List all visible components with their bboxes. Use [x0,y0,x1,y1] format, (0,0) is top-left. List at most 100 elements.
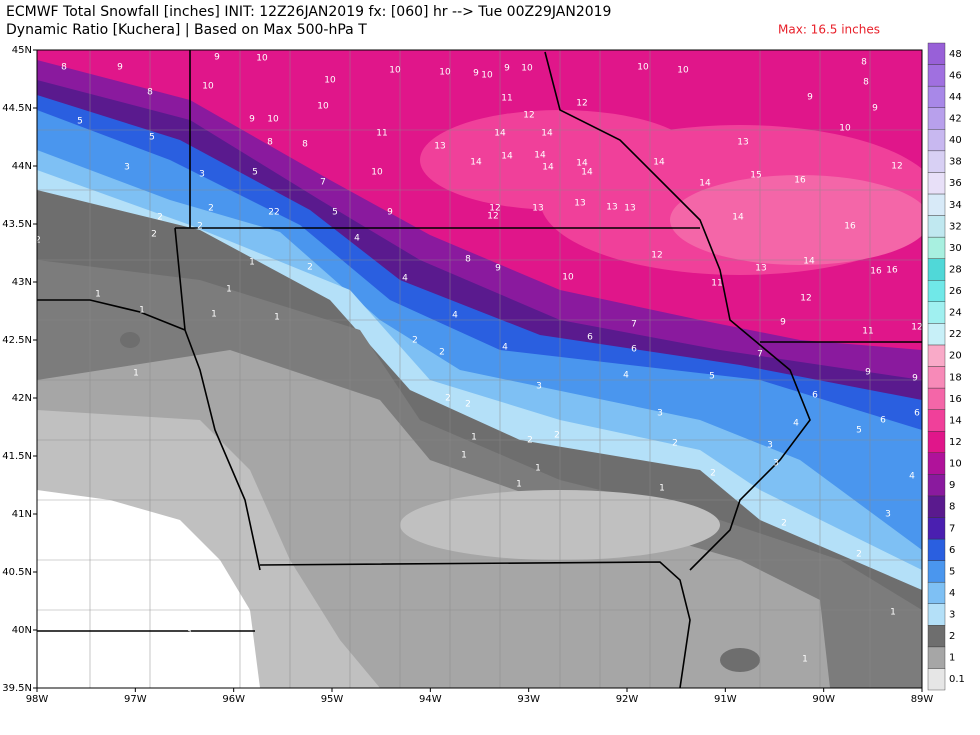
contour-label: 2 [157,213,163,223]
contour-label: 10 [839,124,851,134]
y-tick-label: 42.5N [2,335,32,346]
contour-label: 8 [465,255,471,265]
contour-label: 14 [470,158,482,168]
x-tick-label: 92W [616,694,639,705]
contour-label: 1 [461,451,467,461]
y-tick-label: 41.5N [2,451,32,462]
band [37,490,260,688]
contour-label: 10 [324,76,336,86]
contour-label: 1 [226,285,232,295]
contour-label: 3 [199,170,205,180]
colorbar-label: 30 [949,243,962,254]
contour-label: 3 [885,510,891,520]
contour-label: 1 [890,608,896,618]
contour-label: 6 [914,409,920,419]
colorbar-swatch [927,301,946,324]
x-tick-label: 95W [321,694,344,705]
max-label: Max: 16.5 inches [778,23,880,37]
contour-label: 2 [554,431,560,441]
contour-label: 14 [803,257,815,267]
contour-label: 6 [631,345,637,355]
colorbar-label: 7 [949,523,955,534]
colorbar-swatch [927,366,946,389]
colorbar-swatch [927,495,946,518]
colorbar-label: 0.1 [949,674,965,685]
colorbar-swatch [927,172,946,195]
contour-label: 2 [197,222,203,232]
contour-label: 9 [912,374,918,384]
x-tick-label: 91W [714,694,737,705]
colorbar-label: 38 [949,157,962,168]
colorbar-label: 2 [949,631,955,642]
contour-label: 7 [631,320,637,330]
colorbar-label: 42 [949,113,962,124]
contour-label: 10 [202,82,214,92]
contour-label: 10 [389,66,401,76]
contour-label: 10 [481,71,493,81]
y-tick-label: 40.5N [2,567,32,578]
contour-label: 6 [880,416,886,426]
state-borders [37,50,922,688]
band [120,332,140,348]
colorbar-label: 3 [949,610,955,621]
contour-label: 6 [812,391,818,401]
contour-label: 5 [709,372,715,382]
contour-label: 1 [211,310,217,320]
contour-label: 11 [501,94,512,104]
contour-label: 12 [911,323,922,333]
contour-label: 1 [659,484,665,494]
colorbar-swatch [927,538,946,561]
contour-label: 4 [502,343,508,353]
contour-label: 13 [737,138,748,148]
contour-label: 13 [532,204,543,214]
contour-label: 2 [307,263,313,273]
colorbar-swatch [927,236,946,259]
colorbar-label: 5 [949,566,955,577]
contour-label: 10 [267,115,279,125]
contour-label: 12 [523,111,534,121]
colorbar-swatch [927,344,946,367]
x-tick-label: 96W [222,694,245,705]
colorbar-swatch [927,215,946,238]
contour-label: 1 [274,313,280,323]
contour-label: 13 [434,142,445,152]
contour-label: 2 [672,439,678,449]
contour-label: 9 [865,368,871,378]
colorbar-label: 48 [949,49,962,60]
contour-label: 4 [623,371,629,381]
colorbar-label: 46 [949,70,962,81]
contour-label: 13 [755,264,766,274]
colorbar-label: 16 [949,394,962,405]
contour-label: 2 [151,230,157,240]
colorbar-label: 36 [949,178,962,189]
contour-label: 22 [268,208,279,218]
contour-label: 8 [267,138,273,148]
contour-label: 10 [439,68,451,78]
contour-label: 13 [574,199,585,209]
contour-label: 2 [527,436,533,446]
contour-label: 14 [732,213,744,223]
contour-label: 10 [317,102,329,112]
contour-label: 14 [581,168,593,178]
colorbar-label: 18 [949,372,962,383]
contour-label: 9 [780,318,786,328]
contour-label: 9 [249,115,255,125]
contour-label: 12 [651,251,662,261]
contour-label: 9 [872,104,878,114]
colorbar-swatch [927,409,946,432]
x-tick-label: 94W [419,694,442,705]
contour-label: 2 [445,394,451,404]
colorbar-swatch [927,64,946,87]
contour-label: 2 [35,236,41,246]
colorbar-label: 4 [949,588,955,599]
colorbar-swatch [927,474,946,497]
colorbar-swatch [927,323,946,346]
contour-label: 8 [147,88,153,98]
y-tick-label: 40N [12,625,32,636]
contour-label: 1 [139,306,145,316]
contour-label: 3 [536,382,542,392]
contour-label: 12 [576,99,587,109]
colorbar-swatch [927,517,946,540]
